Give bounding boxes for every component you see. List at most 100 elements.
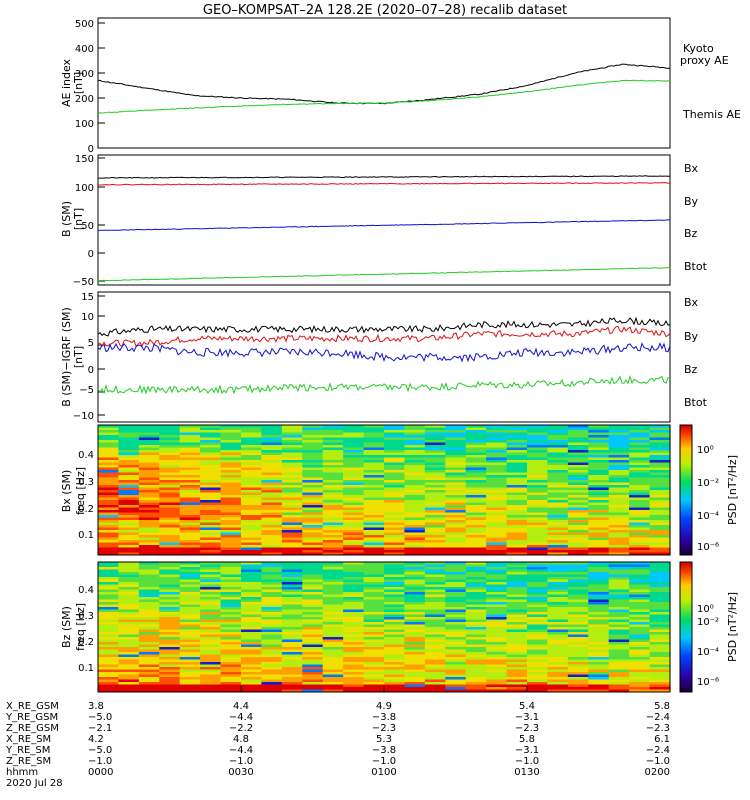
- spectrogram-cell: [465, 664, 487, 668]
- spectrogram-cell: [649, 467, 671, 471]
- spectrogram-cell: [179, 460, 201, 463]
- spectrogram-cell: [220, 617, 242, 620]
- spectrogram-cell: [404, 507, 426, 511]
- ytick-label: 0.3: [78, 477, 94, 488]
- spectrogram-cell: [118, 457, 140, 461]
- spectrogram-cell: [649, 550, 671, 553]
- spectrogram-cell: [302, 527, 324, 531]
- spectrogram-cell: [465, 432, 487, 436]
- spectrogram-cell: [465, 482, 487, 486]
- spectrogram-cell: [281, 427, 303, 431]
- spectrogram-cell: [363, 629, 385, 633]
- specx-ylabel-line2: freq [Hz]: [74, 467, 87, 515]
- spectrogram-cell: [649, 577, 671, 580]
- spectrogram-cell: [567, 457, 589, 461]
- spectrogram-cell: [486, 564, 508, 568]
- spectrogram-cell: [261, 462, 283, 466]
- spectrogram-cell: [649, 604, 671, 608]
- spectrogram-cell: [588, 450, 610, 453]
- spectrogram-cell: [384, 472, 406, 476]
- spectrogram-cell: [547, 500, 569, 503]
- spectrogram-cell: [179, 619, 201, 623]
- spectrogram-cell: [404, 505, 426, 508]
- spectrogram-cell: [567, 684, 589, 688]
- spectrogram-cell: [281, 500, 303, 503]
- spectrogram-cell: [281, 617, 303, 620]
- spectrogram-cell: [220, 604, 242, 608]
- spectrogram-cell: [98, 647, 120, 650]
- spectrogram-cell: [465, 527, 487, 531]
- spectrogram-cell: [261, 507, 283, 511]
- spectrogram-cell: [465, 684, 487, 688]
- spectrogram-cell: [343, 589, 365, 593]
- spectrogram-cell: [118, 589, 140, 593]
- spectrogram-cell: [261, 589, 283, 593]
- spectrogram-cell: [118, 657, 140, 660]
- spectrogram-cell: [567, 579, 589, 583]
- spectrogram-cell: [404, 614, 426, 618]
- spectrogram-cell: [261, 642, 283, 645]
- spectrogram-cell: [445, 674, 467, 678]
- spectrogram-cell: [567, 520, 589, 523]
- spectrogram-cell: [343, 475, 365, 478]
- spectrogram-cell: [179, 654, 201, 658]
- spectrogram-cell: [404, 482, 426, 486]
- spectrogram-cell: [200, 445, 222, 448]
- spectrogram-cell: [649, 582, 671, 585]
- spectrogram-cell: [629, 579, 651, 583]
- spectrogram-cell: [567, 602, 589, 605]
- spectrogram-cell: [261, 520, 283, 523]
- spectrogram-cell: [404, 515, 426, 518]
- spectrogram-cell: [629, 622, 651, 625]
- spectrogram-cell: [486, 517, 508, 521]
- spectrogram-cell: [424, 632, 446, 635]
- spectrogram-cell: [118, 500, 140, 503]
- spectrogram-cell: [241, 425, 263, 428]
- spectrogram-cell: [527, 687, 549, 690]
- spectrogram-cell: [98, 542, 120, 546]
- spectrogram-cell: [363, 672, 385, 675]
- spectrogram-cell: [200, 679, 222, 683]
- spectrogram-cell: [527, 674, 549, 678]
- spectrogram-cell: [281, 532, 303, 536]
- spectrogram-cell: [302, 562, 324, 565]
- spectrogram-cell: [98, 552, 120, 556]
- spectrogram-cell: [527, 545, 549, 548]
- spectrogram-cell: [588, 617, 610, 620]
- spectrogram-cell: [629, 447, 651, 451]
- spectrogram-cell: [138, 505, 160, 508]
- spectrogram-cell: [567, 592, 589, 595]
- spectrogram-cell: [465, 502, 487, 506]
- spectrogram-cell: [608, 622, 630, 625]
- spectrogram-cell: [424, 497, 446, 501]
- spectrogram-cell: [363, 522, 385, 526]
- spectrogram-cell: [404, 649, 426, 653]
- spectrogram-cell: [445, 677, 467, 680]
- spectrogram-cell: [547, 617, 569, 620]
- spectrogram-cell: [567, 487, 589, 491]
- spectrogram-cell: [608, 662, 630, 665]
- spectrogram-cell: [363, 569, 385, 573]
- spectrogram-cell: [200, 577, 222, 580]
- spectrogram-cell: [445, 547, 467, 551]
- spectrogram-cell: [384, 540, 406, 543]
- spectrogram-cell: [384, 522, 406, 526]
- spectrogram-cell: [649, 475, 671, 478]
- spectrogram-cell: [118, 672, 140, 675]
- spectrogram-cell: [159, 552, 181, 556]
- spectrogram-cell: [404, 659, 426, 663]
- spectrogram-cell: [527, 517, 549, 521]
- spectrogram-cell: [629, 619, 651, 623]
- spectrogram-cell: [465, 447, 487, 451]
- spectrogram-cell: [241, 632, 263, 635]
- spectrogram-cell: [588, 512, 610, 516]
- spectrogram-cell: [404, 525, 426, 528]
- spectrogram-cell: [649, 659, 671, 663]
- spectrogram-cell: [220, 507, 242, 511]
- spectrogram-cell: [322, 455, 344, 458]
- spectrogram-cell: [322, 602, 344, 605]
- spectrogram-cell: [547, 574, 569, 578]
- spectrogram-cell: [404, 674, 426, 678]
- spectrogram-cell: [649, 447, 671, 451]
- spectrogram-cell: [241, 607, 263, 610]
